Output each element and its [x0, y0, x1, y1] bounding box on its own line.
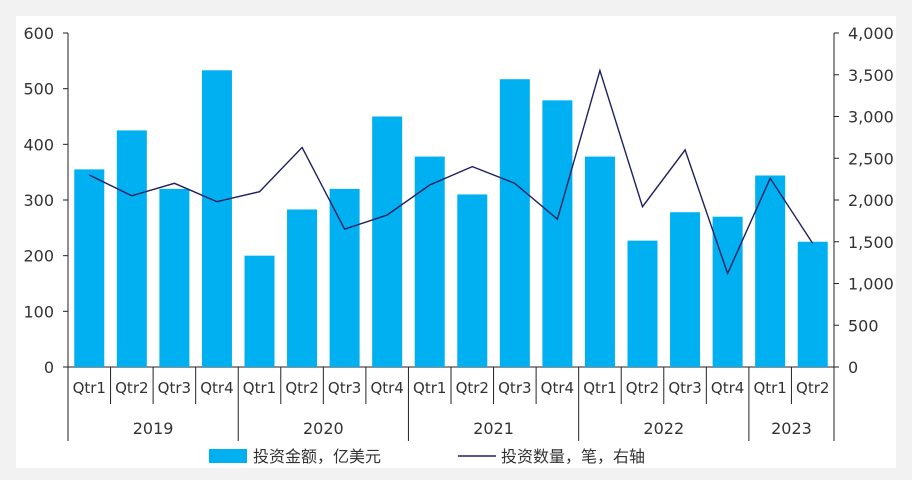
category-label: Qtr4 [541, 379, 574, 397]
bar-8 [414, 156, 445, 367]
category-label: Qtr3 [328, 379, 361, 397]
year-label: 2019 [133, 419, 174, 438]
right-tick-label: 4,000 [848, 24, 894, 43]
bar-7 [372, 116, 403, 367]
right-tick-label: 2,500 [848, 149, 894, 168]
bar-2 [159, 188, 190, 367]
bar-4 [244, 255, 275, 367]
bar-0 [74, 169, 105, 367]
right-tick-label: 2,000 [848, 191, 894, 210]
left-tick-label: 100 [23, 302, 54, 321]
left-tick-label: 200 [23, 247, 54, 266]
left-tick-label: 500 [23, 80, 54, 99]
line-path [88, 68, 814, 276]
legend-label-line: 投资数量，笔，右轴 [501, 447, 645, 466]
right-tick-label: 0 [848, 358, 858, 377]
category-label: Qtr2 [796, 379, 829, 397]
category-label: Qtr2 [626, 379, 659, 397]
bar-10 [499, 79, 530, 367]
bar-16 [755, 175, 786, 367]
bar-3 [201, 70, 232, 367]
bar-13 [627, 240, 658, 367]
category-label: Qtr1 [583, 379, 616, 397]
bar-5 [287, 209, 318, 367]
left-tick-label: 300 [23, 191, 54, 210]
right-tick-label: 3,000 [848, 108, 894, 127]
year-label: 2021 [473, 419, 514, 438]
chart-svg: 0 100 200 300 400 500 600 0 500 1,000 1,500 2,000 2… [23, 24, 894, 466]
bar-12 [584, 156, 615, 367]
bar-9 [457, 194, 488, 367]
left-tick-label: 600 [23, 24, 54, 43]
legend-swatch-bars [209, 449, 247, 463]
right-tick-label: 3,500 [848, 66, 894, 85]
category-label: Qtr3 [668, 379, 701, 397]
bar-17 [797, 241, 828, 367]
legend: 投资金额，亿美元 投资数量，笔，右轴 [209, 447, 645, 466]
category-label: Qtr1 [73, 379, 106, 397]
bar-6 [329, 188, 360, 367]
category-axis: Qtr1 Qtr2 Qtr3 Qtr4 Qtr1 Qtr2 Qtr3 Qtr4 Qtr1 Qtr2… [67, 367, 835, 441]
left-axis-ticks: 0 100 200 300 400 500 600 [23, 24, 68, 377]
bar-11 [542, 100, 573, 368]
line-series [88, 68, 814, 276]
legend-label-bars: 投资金额，亿美元 [253, 447, 381, 466]
category-label: Qtr4 [200, 379, 233, 397]
bar-15 [712, 216, 743, 367]
category-label: Qtr2 [456, 379, 489, 397]
right-axis-ticks: 0 500 1,000 1,500 2,000 2,500 3,000 3,500 4,000 [834, 24, 894, 377]
category-label: Qtr4 [711, 379, 744, 397]
right-tick-label: 500 [848, 316, 879, 335]
category-label: Qtr3 [158, 379, 191, 397]
right-tick-label: 1,000 [848, 275, 894, 294]
bar-series [74, 70, 828, 368]
chart-frame: 0 100 200 300 400 500 600 0 500 1,000 1,500 2,000 2… [16, 16, 896, 468]
year-label: 2023 [771, 419, 812, 438]
category-label: Qtr4 [370, 379, 403, 397]
category-label: Qtr3 [498, 379, 531, 397]
category-label: Qtr1 [243, 379, 276, 397]
right-tick-label: 1,500 [848, 233, 894, 252]
left-tick-label: 400 [23, 135, 54, 154]
category-label: Qtr2 [115, 379, 148, 397]
year-label: 2022 [643, 419, 684, 438]
bar-14 [670, 212, 701, 367]
category-label: Qtr1 [753, 379, 786, 397]
category-label: Qtr1 [413, 379, 446, 397]
year-label: 2020 [303, 419, 344, 438]
left-tick-label: 0 [44, 358, 54, 377]
category-label: Qtr2 [285, 379, 318, 397]
bar-1 [116, 130, 147, 367]
